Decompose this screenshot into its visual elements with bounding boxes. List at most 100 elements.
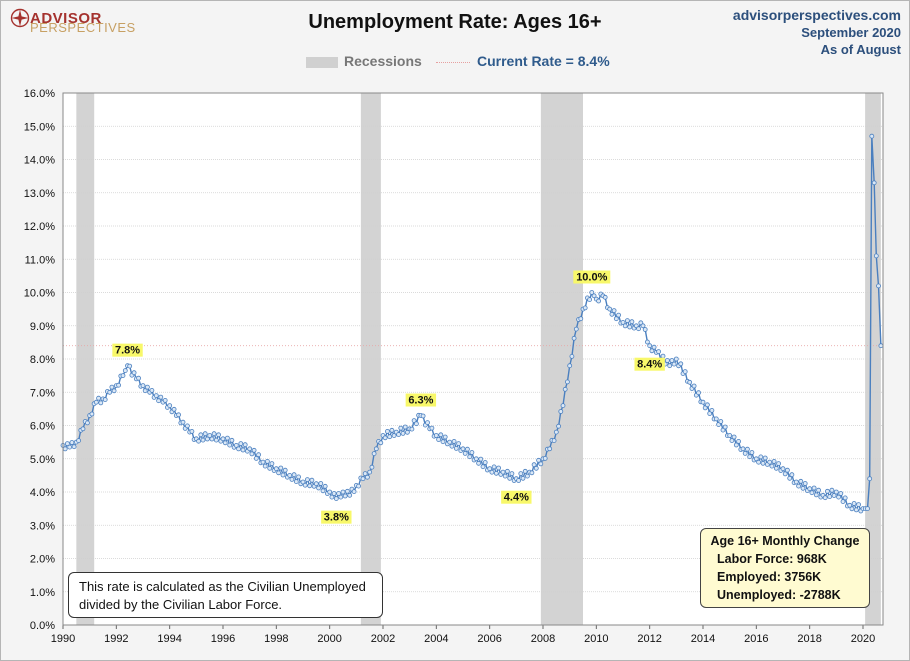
- data-point: [478, 456, 484, 462]
- data-point: [467, 454, 473, 460]
- data-point: [671, 361, 677, 367]
- data-point: [396, 432, 402, 437]
- calculation-note: This rate is calculated as the Civilian …: [68, 572, 383, 618]
- data-point: [753, 456, 759, 462]
- data-point: [642, 327, 648, 332]
- data-point: [200, 437, 206, 443]
- data-point: [180, 419, 186, 425]
- data-point: [660, 353, 666, 359]
- data-point: [436, 437, 442, 442]
- y-tick-label: 10.0%: [24, 288, 55, 300]
- data-point: [302, 482, 308, 488]
- data-point: [449, 443, 455, 449]
- source-asof: As of August: [820, 42, 901, 57]
- x-axis: 1990 1992 1994 1996 1998 2000 2002 2004 2006 2008…: [51, 625, 875, 645]
- data-point: [678, 361, 684, 367]
- data-point: [760, 460, 766, 466]
- data-point: [398, 425, 404, 431]
- data-point: [204, 436, 210, 442]
- data-point: [347, 492, 353, 498]
- data-point: [709, 407, 715, 413]
- data-point: [811, 485, 817, 491]
- data-point: [98, 400, 104, 406]
- data-point: [216, 432, 222, 438]
- data-point: [360, 476, 366, 482]
- data-point: [387, 434, 393, 440]
- data-point: [404, 429, 410, 435]
- data-point: [213, 437, 219, 443]
- grid-lines: [63, 125, 883, 593]
- data-point: [842, 495, 848, 501]
- data-point: [769, 463, 775, 469]
- data-point: [267, 465, 273, 471]
- chart-title: Unemployment Rate: Ages 16+: [308, 11, 602, 33]
- y-tick-label: 8.0%: [30, 354, 55, 366]
- data-point: [278, 465, 284, 471]
- data-point: [667, 363, 673, 369]
- legend-current-rate-line: [436, 62, 470, 63]
- data-point: [356, 483, 362, 489]
- data-point: [589, 290, 595, 295]
- unemployment-series: [60, 133, 884, 514]
- data-point: [785, 467, 790, 473]
- data-point: [109, 384, 115, 390]
- data-point: [293, 479, 299, 485]
- data-point: [476, 460, 482, 466]
- data-point: [304, 477, 310, 483]
- data-point: [582, 305, 588, 311]
- data-point: [502, 473, 508, 479]
- data-point: [542, 455, 548, 461]
- annotation-highlight: [321, 510, 352, 524]
- data-point: [562, 386, 568, 392]
- annotation-label: 3.8%: [324, 512, 349, 524]
- annotation-highlight: [112, 343, 143, 357]
- data-point: [153, 393, 159, 399]
- data-point: [280, 472, 286, 478]
- source-site: advisorperspectives.com: [732, 7, 901, 23]
- data-point: [622, 323, 628, 329]
- data-point: [482, 460, 488, 465]
- data-point: [853, 507, 859, 513]
- x-tick-label: 1990: [51, 633, 75, 645]
- data-point: [409, 426, 415, 432]
- data-point: [438, 432, 444, 438]
- data-point: [158, 394, 164, 400]
- data-point: [391, 433, 397, 439]
- data-point: [629, 319, 635, 325]
- data-point: [362, 471, 368, 477]
- data-point: [253, 455, 259, 461]
- data-point: [705, 402, 710, 408]
- x-tick-label: 2020: [851, 633, 875, 645]
- data-point: [616, 312, 621, 318]
- x-tick-label: 2016: [744, 633, 768, 645]
- data-point: [224, 435, 230, 441]
- data-point: [238, 441, 244, 447]
- data-point: [611, 308, 617, 314]
- data-point: [649, 348, 655, 354]
- data-point: [289, 476, 295, 482]
- data-point: [131, 370, 137, 376]
- data-point: [116, 382, 121, 388]
- data-point: [456, 441, 462, 447]
- data-point: [571, 335, 577, 341]
- y-tick-label: 2.0%: [30, 554, 55, 566]
- data-point: [338, 494, 344, 500]
- data-point: [607, 306, 613, 312]
- data-point: [144, 384, 150, 390]
- data-point: [520, 475, 526, 481]
- annotation-highlight: [501, 490, 532, 504]
- data-point: [525, 473, 530, 479]
- data-point: [700, 399, 706, 405]
- data-point: [211, 431, 217, 437]
- data-point: [411, 418, 417, 424]
- data-point: [222, 440, 228, 446]
- data-point: [504, 468, 510, 474]
- x-tick-label: 1996: [211, 633, 235, 645]
- data-point: [378, 440, 384, 446]
- data-point: [282, 467, 288, 473]
- monthly-change-labor-force: Labor Force: 968K: [717, 552, 827, 566]
- data-point: [176, 412, 182, 418]
- data-point: [516, 478, 521, 483]
- data-point: [856, 502, 861, 508]
- data-point: [656, 349, 661, 355]
